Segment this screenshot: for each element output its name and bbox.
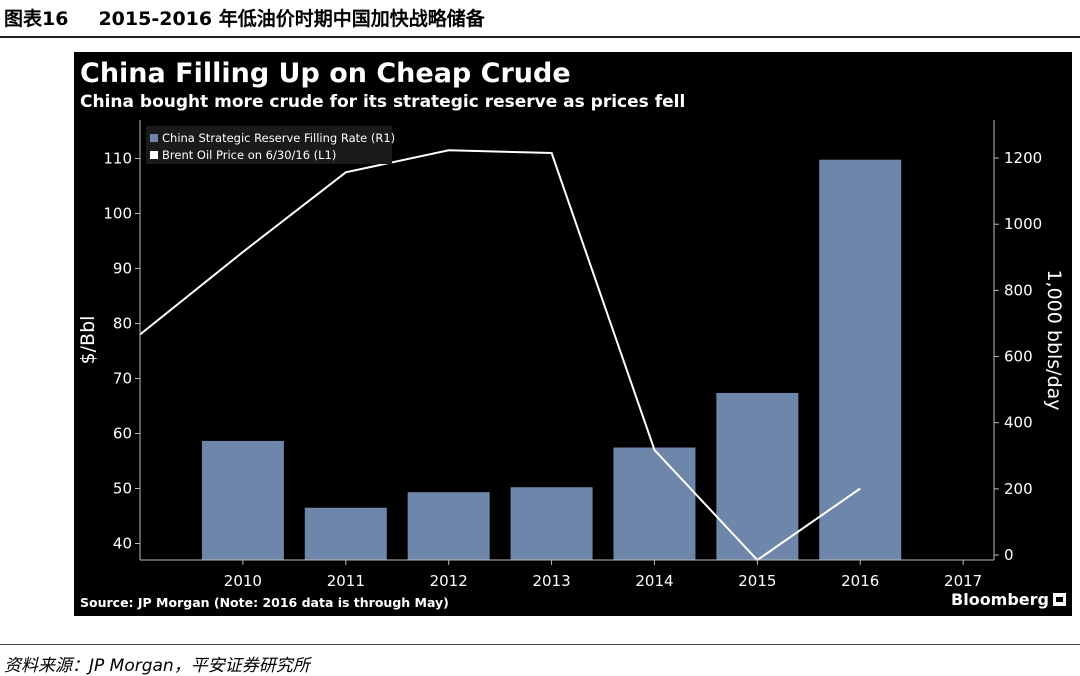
right-tick-label-600: 600 xyxy=(1004,348,1033,366)
bar-2014 xyxy=(613,447,696,560)
footer-rule xyxy=(0,644,1080,645)
bar-2016 xyxy=(819,159,902,560)
caption-rule xyxy=(0,36,1080,38)
x-tick-label-2016: 2016 xyxy=(841,572,879,590)
bar-2011 xyxy=(304,507,387,560)
chart-source: Source: JP Morgan (Note: 2016 data is th… xyxy=(80,595,449,610)
x-tick-label-2011: 2011 xyxy=(327,572,365,590)
brand-logo: Bloomberg xyxy=(951,590,1066,609)
right-tick-label-0: 0 xyxy=(1004,546,1014,564)
left-tick-label-80: 80 xyxy=(113,315,132,333)
bar-2013 xyxy=(510,487,593,560)
chart-subtitle: China bought more crude for its strategi… xyxy=(80,92,686,112)
brent-price-line xyxy=(139,149,861,562)
figure-number: 图表16 xyxy=(4,8,69,30)
left-tick-label-110: 110 xyxy=(103,150,132,168)
chart-panel: China Filling Up on Cheap Crude China bo… xyxy=(74,52,1072,616)
x-tick-label-2015: 2015 xyxy=(738,572,776,590)
legend-swatch-1 xyxy=(150,151,158,159)
bar-2015 xyxy=(716,392,799,560)
left-axis-title: $/Bbl xyxy=(77,316,99,365)
right-tick-label-400: 400 xyxy=(1004,414,1033,432)
bar-2012 xyxy=(407,492,490,560)
right-tick-label-1200: 1200 xyxy=(1004,149,1042,167)
chart-plot: 40 50 60 70 80 90 100 110 0 200 400 600 800 1000 1200 2… xyxy=(77,120,1065,590)
x-tick-label-2012: 2012 xyxy=(430,572,468,590)
legend-label-1: Brent Oil Price on 6/30/16 (L1) xyxy=(162,148,336,162)
bar-2010 xyxy=(201,440,284,560)
legend-swatch-0 xyxy=(150,134,158,142)
right-tick-label-200: 200 xyxy=(1004,480,1033,498)
source-note: 资料来源：JP Morgan，平安证券研究所 xyxy=(4,656,310,676)
legend-box xyxy=(146,126,392,164)
left-tick-label-90: 90 xyxy=(113,260,132,278)
x-tick-label-2017: 2017 xyxy=(944,572,982,590)
legend-label-0: China Strategic Reserve Filling Rate (R1… xyxy=(162,131,395,145)
right-axis-title: 1,000 bbls/day xyxy=(1043,269,1065,410)
x-tick-label-2013: 2013 xyxy=(532,572,570,590)
left-tick-label-60: 60 xyxy=(113,425,132,443)
chart-title: China Filling Up on Cheap Crude xyxy=(80,58,571,89)
x-tick-label-2014: 2014 xyxy=(635,572,673,590)
right-tick-label-800: 800 xyxy=(1004,281,1033,299)
x-tick-label-2010: 2010 xyxy=(224,572,262,590)
terminal-icon xyxy=(1053,593,1066,606)
figure-title: 2015-2016 年低油价时期中国加快战略储备 xyxy=(98,8,485,30)
brand-name: Bloomberg xyxy=(951,590,1049,609)
right-tick-label-1000: 1000 xyxy=(1004,215,1042,233)
left-tick-label-100: 100 xyxy=(103,205,132,223)
left-tick-label-40: 40 xyxy=(113,535,132,553)
left-tick-label-50: 50 xyxy=(113,480,132,498)
figure-caption: 图表16 2015-2016 年低油价时期中国加快战略储备 xyxy=(4,4,1076,34)
left-tick-label-70: 70 xyxy=(113,370,132,388)
